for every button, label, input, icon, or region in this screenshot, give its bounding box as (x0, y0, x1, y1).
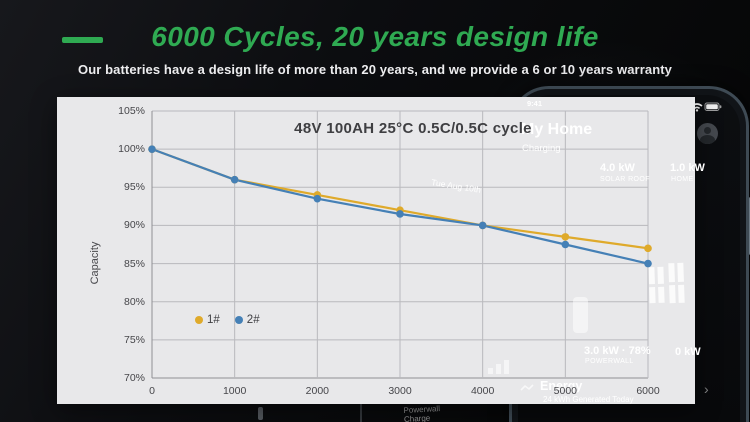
chart-legend: 1# 2# (195, 314, 260, 326)
powerwall-unit-icon (573, 297, 588, 333)
powerwall-chart-caption: Powerwall Charge Level (403, 404, 441, 422)
app-status: Charging (522, 143, 561, 154)
accent-dash-icon (62, 37, 103, 43)
app-heading: My Home (521, 121, 593, 138)
legend-label: 2# (246, 314, 260, 326)
mini-bar-chart-icon (488, 360, 509, 374)
legend-item: 1# (195, 314, 220, 326)
chart-title: 48V 100AH 25°C 0.5C/0.5C cycle (294, 120, 532, 137)
chevron-right-icon: › (704, 381, 709, 397)
x-tick-label: 2000 (305, 385, 329, 397)
y-axis-label: Capacity (89, 241, 101, 285)
solar-power-label: SOLAR ROOF (600, 176, 650, 183)
y-tick-label: 70% (123, 372, 145, 384)
chart-series (148, 145, 652, 268)
y-tick-label: 85% (123, 257, 145, 270)
x-tick-label: 5000 (553, 385, 577, 397)
home-power-label: HOME (671, 176, 694, 183)
page-subtitle: Our batteries have a design life of more… (77, 62, 672, 77)
x-tick-label: 4000 (470, 385, 495, 397)
battery-icon (704, 102, 722, 111)
x-tick-label: 1000 (222, 385, 247, 397)
y-tick-label: 80% (123, 295, 145, 308)
chart-grid (151, 110, 649, 379)
grid-power-value: 0 kW (675, 346, 701, 358)
home-power-value: 1.0 kW (670, 162, 705, 174)
phone-screen-edge (360, 404, 362, 422)
y-tick-label: 105% (118, 105, 145, 117)
profile-avatar (697, 123, 718, 144)
energy-section-subtext: 24 kWh Generated Today (543, 395, 634, 404)
legend-label: 1# (207, 314, 220, 326)
x-tick-label: 6000 (636, 385, 660, 397)
legend-dot-icon (195, 316, 203, 324)
status-time: 9:41 (527, 99, 543, 108)
x-tick-label: 0 (149, 385, 155, 397)
y-tick-label: 95% (123, 181, 145, 194)
y-tick-label: 100% (118, 143, 145, 156)
legend-dot-icon (234, 316, 243, 324)
page-title: 6000 Cycles, 20 years design life (151, 21, 599, 52)
phone-ui-ghost-layer: 9:41 My Home Charging Tue Aug 10th 4.0 k… (57, 97, 705, 404)
legend-item: 2# (234, 314, 260, 326)
y-tick-label: 90% (123, 219, 145, 232)
powerwall-power-value: 3.0 kW · 78% (584, 345, 651, 357)
energy-section-heading: Energy (540, 379, 583, 393)
solar-power-value: 4.0 kW (600, 162, 635, 174)
chart-labels: 48V 100AH 25°C 0.5C/0.5C cycle Capacity … (57, 97, 695, 404)
powerwall-power-label: POWERWALL (585, 358, 634, 365)
x-tick-label: 3000 (388, 385, 412, 397)
y-tick-label: 75% (123, 333, 145, 346)
cycle-life-chart-card: 9:41 My Home Charging Tue Aug 10th 4.0 k… (57, 97, 705, 404)
phone-side-button (258, 407, 263, 420)
